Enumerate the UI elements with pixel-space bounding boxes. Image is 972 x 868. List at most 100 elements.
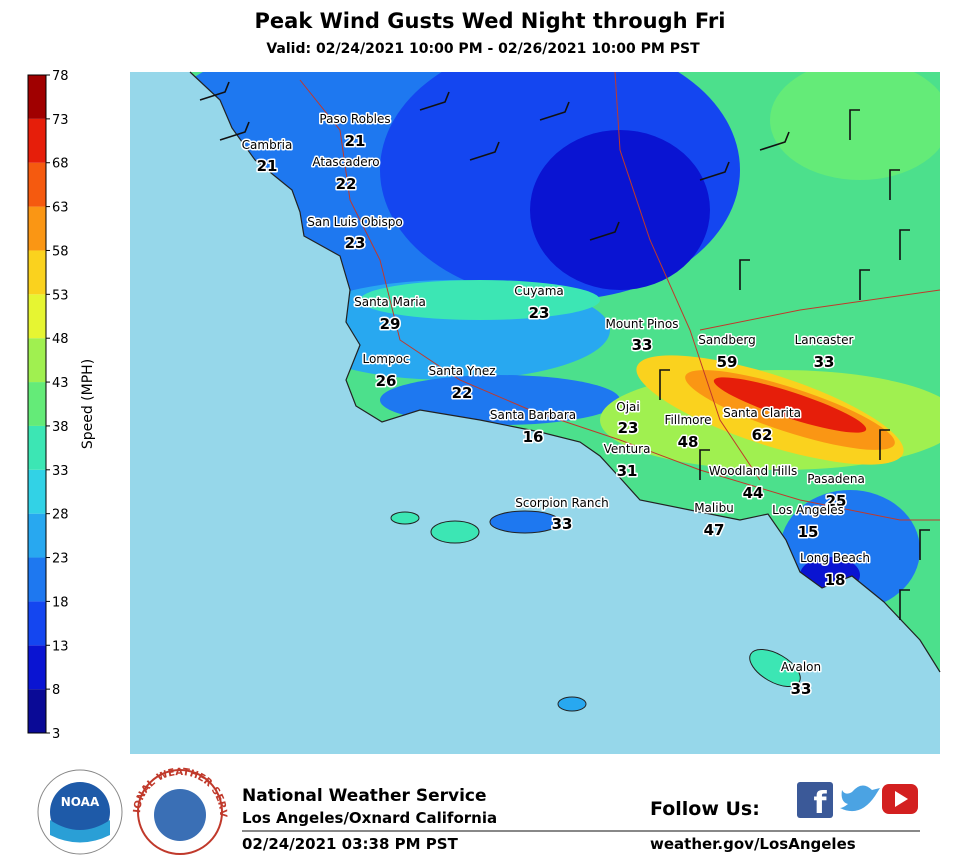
nws-logo-inner bbox=[154, 789, 206, 841]
location-value: 33 bbox=[814, 353, 835, 371]
colorbar-tick-label: 43 bbox=[52, 376, 69, 391]
colorbar-tick-label: 78 bbox=[52, 69, 69, 84]
colorbar-frame bbox=[27, 74, 47, 734]
follow-us: Follow Us: bbox=[650, 798, 760, 820]
colorbar-tick-label: 73 bbox=[52, 113, 69, 128]
colorbar-tick-label: 13 bbox=[52, 639, 69, 654]
colorbar-bin bbox=[28, 469, 46, 514]
location-value: 29 bbox=[380, 315, 401, 333]
location-value: 33 bbox=[552, 515, 573, 533]
location-name: Ventura bbox=[604, 442, 651, 456]
twitter-icon[interactable] bbox=[840, 785, 880, 812]
location-name: Lompoc bbox=[362, 352, 409, 366]
colorbar-tick-label: 3 bbox=[52, 727, 60, 742]
colorbar-bin bbox=[28, 338, 46, 383]
location-value: 47 bbox=[704, 521, 725, 539]
location-value: 33 bbox=[791, 680, 812, 698]
colorbar-tick-label: 33 bbox=[52, 464, 69, 479]
map: Paso Robles 21 Cambria 21 Atascadero 22 San Lu… bbox=[130, 71, 941, 754]
land bbox=[190, 72, 940, 672]
colorbar-tick-label: 58 bbox=[52, 244, 69, 259]
office: National Weather Service bbox=[242, 786, 487, 806]
noaa-logo-inner bbox=[50, 782, 110, 842]
colorbar-bin bbox=[28, 162, 46, 207]
location-name: Pasadena bbox=[807, 472, 865, 486]
location-value: 48 bbox=[678, 433, 699, 451]
location-value: 22 bbox=[336, 175, 357, 193]
colorbar-bin bbox=[28, 557, 46, 602]
colorbar-bin bbox=[28, 513, 46, 558]
location-name: San Luis Obispo bbox=[307, 215, 402, 229]
issued: 02/24/2021 03:38 PM PST bbox=[242, 835, 459, 853]
noaa-wave bbox=[50, 820, 110, 843]
wind-barbs bbox=[199, 81, 930, 620]
location-name: Woodland Hills bbox=[709, 464, 797, 478]
colorbar-tick-label: 68 bbox=[52, 157, 69, 172]
colorbar-tick-label: 28 bbox=[52, 508, 69, 523]
colorbar-bin bbox=[28, 645, 46, 690]
location-name: Avalon bbox=[781, 660, 821, 674]
colorbar-tick-label: 63 bbox=[52, 201, 69, 216]
colorbar-bin bbox=[28, 250, 46, 295]
title: Peak Wind Gusts Wed Night through Fri bbox=[255, 9, 726, 33]
location-name: Ojai bbox=[616, 400, 639, 414]
facebook-icon[interactable] bbox=[797, 782, 833, 818]
location-value: 15 bbox=[798, 523, 819, 541]
location-name: Lancaster bbox=[795, 333, 854, 347]
colorbar-bin bbox=[28, 294, 46, 339]
roads bbox=[299, 71, 941, 521]
coastline bbox=[189, 71, 941, 673]
location-name: Santa Maria bbox=[354, 295, 426, 309]
valid-time: Valid: 02/24/2021 10:00 PM - 02/26/2021 … bbox=[266, 41, 700, 57]
location-name: Long Beach bbox=[800, 551, 870, 565]
colorbar-tick-label: 48 bbox=[52, 332, 69, 347]
colorbar-tick-label: 8 bbox=[52, 683, 60, 698]
location-value: 23 bbox=[345, 234, 366, 252]
colorbar-bin bbox=[28, 425, 46, 470]
colorbar-tick-label: 23 bbox=[52, 552, 69, 567]
colorbar-bin bbox=[28, 382, 46, 426]
location-value: 21 bbox=[257, 157, 278, 175]
location-name: Cuyama bbox=[514, 284, 563, 298]
location-name: Scorpion Ranch bbox=[515, 496, 608, 510]
colorbar-bin bbox=[28, 206, 46, 251]
url[interactable]: weather.gov/LosAngeles bbox=[650, 835, 856, 853]
location-name: Sandberg bbox=[698, 333, 756, 347]
colorbar-bin bbox=[28, 75, 46, 119]
location-value: 16 bbox=[523, 428, 544, 446]
location-value: 21 bbox=[345, 132, 366, 150]
location-value: 59 bbox=[717, 353, 738, 371]
location-value: 23 bbox=[529, 304, 550, 322]
colorbar-bin bbox=[28, 601, 46, 646]
location-value: 44 bbox=[743, 484, 764, 502]
youtube-play bbox=[895, 791, 908, 807]
location-name: Santa Clarita bbox=[723, 406, 801, 420]
location-labels: Paso Robles 21 Cambria 21 Atascadero 22 San Lu… bbox=[240, 111, 871, 700]
office-location: Los Angeles/Oxnard California bbox=[242, 809, 497, 827]
islands bbox=[390, 510, 801, 712]
location-value: 62 bbox=[752, 426, 773, 444]
colorbar-tick-label: 53 bbox=[52, 288, 69, 303]
location-value: 22 bbox=[452, 384, 473, 402]
colorbar-bin bbox=[28, 118, 46, 163]
location-name: Los Angeles bbox=[772, 503, 844, 517]
location-name: Paso Robles bbox=[319, 112, 390, 126]
location-name: Santa Barbara bbox=[490, 408, 576, 422]
colorbar-tick-label: 38 bbox=[52, 420, 69, 435]
location-name: Cambria bbox=[242, 138, 293, 152]
location-value: 23 bbox=[618, 419, 639, 437]
location-name: Santa Ynez bbox=[428, 364, 495, 378]
colorbar-label: Speed (MPH) bbox=[80, 359, 96, 449]
location-name: Mount Pinos bbox=[606, 317, 679, 331]
location-name: Fillmore bbox=[664, 413, 711, 427]
colorbar-tick-label: 18 bbox=[52, 595, 69, 610]
colorbar-bin bbox=[28, 689, 46, 733]
location-value: 26 bbox=[376, 372, 397, 390]
facebook-glyph: f bbox=[813, 786, 827, 821]
noaa-logo-text: NOAA bbox=[61, 795, 100, 809]
location-value: 25 bbox=[826, 492, 847, 510]
location-value: 18 bbox=[825, 571, 846, 589]
location-name: Malibu bbox=[694, 501, 734, 515]
